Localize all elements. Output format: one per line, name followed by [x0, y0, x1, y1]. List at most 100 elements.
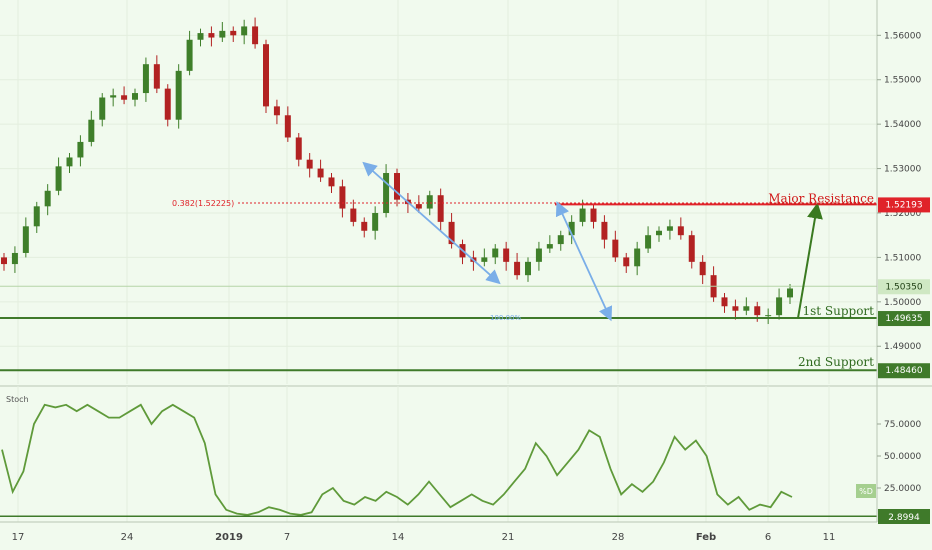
- first-support-label: 1st Support: [802, 304, 874, 318]
- candle-body: [787, 288, 793, 298]
- candle-body: [754, 306, 761, 316]
- candle-body: [666, 226, 673, 231]
- stoch-axis: 75.0000 50.0000 25.0000: [877, 420, 921, 494]
- candle-body: [339, 186, 346, 209]
- svg-text:%D: %D: [859, 487, 873, 496]
- svg-text:1.52193: 1.52193: [885, 200, 922, 210]
- time-tick-label: 7: [284, 532, 290, 543]
- major-resistance-label: Major Resistance: [768, 191, 874, 205]
- candle-body: [77, 141, 84, 158]
- candle-body: [503, 248, 510, 262]
- second-support-label: 2nd Support: [798, 355, 874, 369]
- price-tick-label: 1.55000: [884, 76, 921, 86]
- current-price-tag: 1.50350: [878, 279, 930, 295]
- candle-body: [175, 70, 182, 120]
- measure-arrow-1: [362, 161, 501, 285]
- candle-body: [481, 257, 488, 262]
- time-tick-label: 28: [612, 532, 625, 543]
- stoch-pane[interactable]: [0, 386, 877, 522]
- candle-body: [153, 64, 160, 89]
- candle-body: [612, 239, 619, 258]
- candle-body: [535, 248, 542, 262]
- fib-label: 0.382(1.52225): [172, 199, 234, 208]
- time-tick-label: 11: [823, 532, 836, 543]
- second-support-price-tag: 1.48460: [878, 363, 930, 379]
- svg-text:1.50350: 1.50350: [885, 282, 922, 292]
- candle-body: [164, 88, 171, 120]
- candle-body: [317, 168, 324, 178]
- candle-body: [437, 195, 444, 222]
- measure-arrow-2: [555, 201, 613, 322]
- candle-body: [656, 230, 662, 236]
- time-tick-label: 6: [765, 532, 771, 543]
- percent-label: 100.00%: [490, 314, 521, 322]
- candle-body: [273, 106, 280, 116]
- price-tick-label: 1.50000: [884, 298, 921, 308]
- stoch-title: Stoch: [6, 395, 29, 404]
- candle-body: [579, 208, 586, 222]
- candle-body: [132, 93, 138, 100]
- candle-body: [383, 173, 390, 213]
- candle-body: [634, 248, 641, 267]
- candle-body: [765, 315, 772, 317]
- candle-body: [230, 30, 237, 36]
- target-arrow: [797, 202, 823, 319]
- stoch-last-tag: 2.8994: [878, 509, 930, 524]
- candle-body: [426, 195, 433, 209]
- candle-body: [22, 226, 29, 253]
- candle-body: [721, 297, 728, 307]
- time-tick-label: 21: [502, 532, 515, 543]
- stoch-tick-label: 50.0000: [884, 452, 921, 462]
- candle-body: [121, 95, 128, 100]
- candle-body: [688, 235, 695, 262]
- price-tick-label: 1.49000: [884, 342, 921, 352]
- candle-body: [623, 257, 630, 267]
- candle-body: [306, 159, 313, 169]
- candle-body: [492, 248, 499, 258]
- svg-text:1.49635: 1.49635: [885, 314, 922, 324]
- candle-body: [557, 235, 564, 245]
- resistance-price-tag: 1.52193: [878, 197, 930, 213]
- candle-body: [241, 26, 248, 36]
- candle-body: [677, 226, 684, 236]
- candle-body: [361, 221, 368, 231]
- candle-body: [645, 235, 652, 249]
- candle-body: [372, 212, 379, 231]
- candle-body: [186, 39, 193, 71]
- candle-body: [350, 208, 357, 222]
- first-support-price-tag: 1.49635: [878, 311, 930, 327]
- candle-body: [252, 26, 259, 45]
- price-tick-label: 1.54000: [884, 120, 921, 130]
- candle-body: [44, 190, 51, 207]
- candle-body: [33, 206, 40, 227]
- candle-body: [99, 97, 106, 120]
- price-tick-label: 1.51000: [884, 253, 921, 263]
- svg-text:2.8994: 2.8994: [888, 513, 920, 523]
- candle-body: [601, 221, 608, 240]
- candle-body: [219, 30, 226, 38]
- candle-body: [197, 33, 204, 40]
- price-pane[interactable]: [0, 0, 877, 384]
- candle-body: [295, 137, 302, 160]
- stoch-tick-label: 25.0000: [884, 484, 921, 494]
- svg-text:1.48460: 1.48460: [885, 366, 922, 376]
- time-tick-label: 2019: [215, 532, 243, 543]
- time-tick-label: Feb: [696, 532, 716, 543]
- candle-body: [88, 119, 95, 142]
- stoch-tick-label: 75.0000: [884, 420, 921, 430]
- time-tick-label: 14: [392, 532, 405, 543]
- candle-body: [394, 173, 400, 200]
- stoch-d-tag: %D: [856, 484, 876, 498]
- candle-body: [546, 244, 553, 249]
- stoch-d-line: [1, 403, 793, 516]
- price-axis: 1.56000 1.55000 1.54000 1.53000 1.52000 1.510…: [877, 31, 921, 352]
- candle-body: [514, 261, 521, 276]
- candle-body: [776, 297, 783, 316]
- candle-body: [11, 252, 18, 265]
- price-tick-label: 1.56000: [884, 31, 921, 41]
- candle-body: [110, 95, 117, 98]
- price-tick-label: 1.53000: [884, 165, 921, 175]
- time-tick-label: 24: [121, 532, 134, 543]
- candle-body: [263, 44, 269, 107]
